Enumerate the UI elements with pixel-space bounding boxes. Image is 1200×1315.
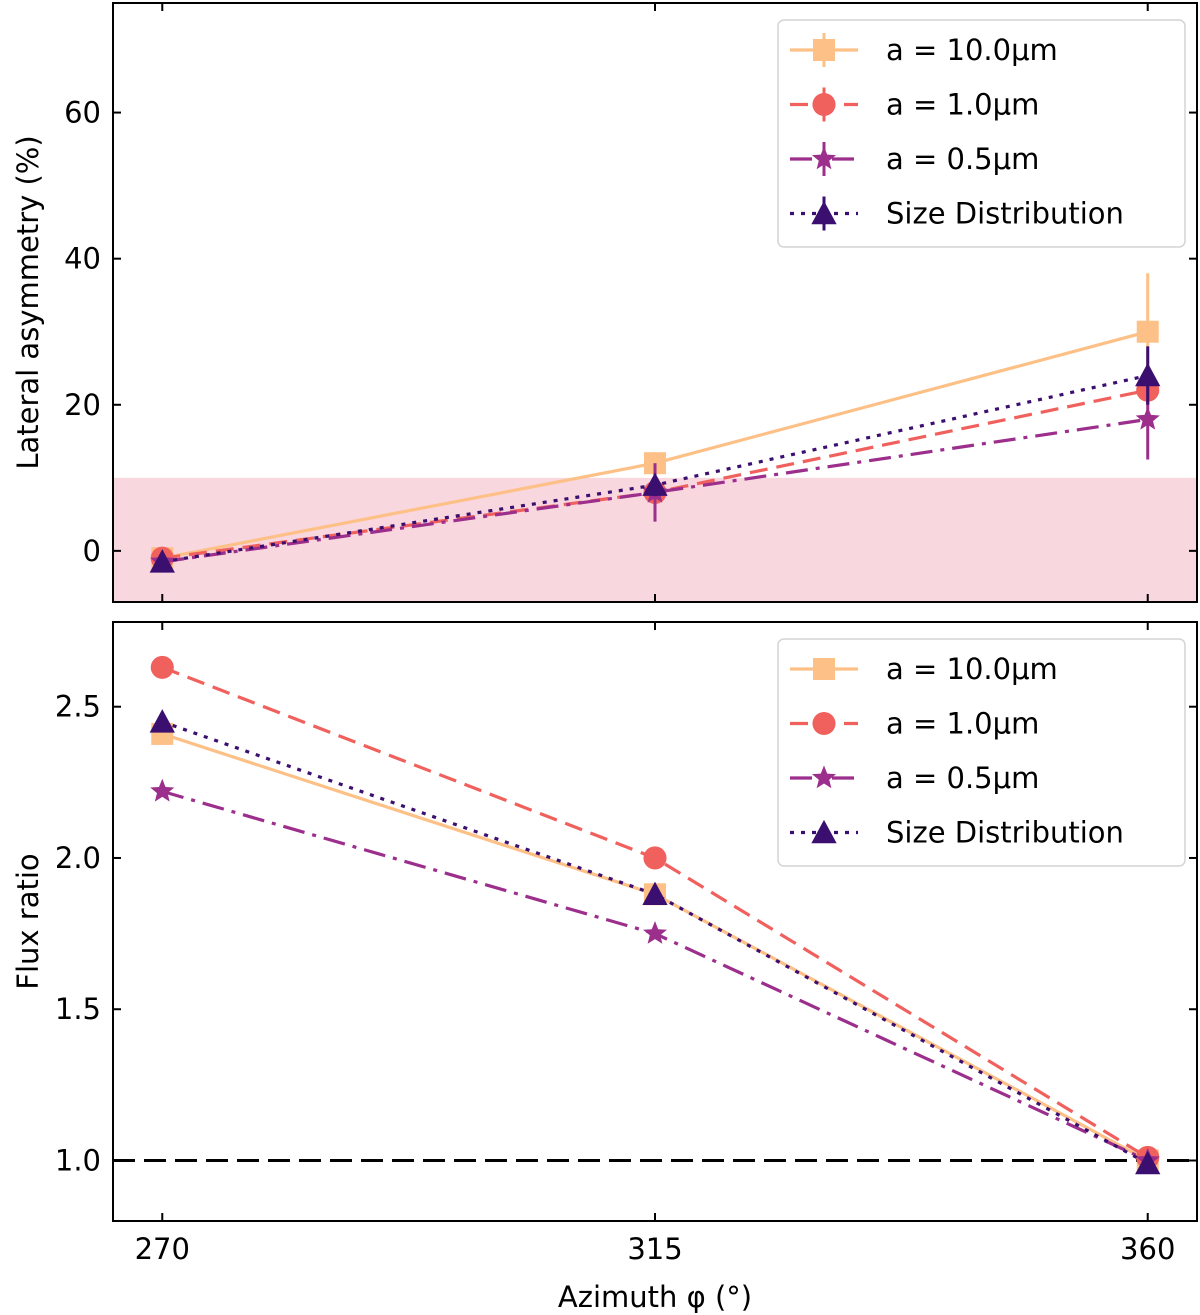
y-tick-label: 1.5 bbox=[55, 992, 101, 1026]
data-point-a10 bbox=[1136, 320, 1159, 343]
y-tick-label: 0 bbox=[83, 534, 101, 568]
plot-area bbox=[149, 273, 1161, 573]
data-point-a1 bbox=[643, 846, 667, 870]
legend-label-a05: a = 0.5μm bbox=[886, 761, 1039, 795]
data-point-sizedist bbox=[1135, 362, 1161, 387]
x-tick-label: 315 bbox=[627, 1232, 682, 1266]
series-line-a05 bbox=[162, 417, 1148, 564]
data-point-sizedist bbox=[642, 881, 668, 906]
legend-entry-sizedist: Size Distribution bbox=[790, 196, 1124, 231]
data-point-a05 bbox=[643, 921, 667, 944]
y-tick-label: 40 bbox=[64, 242, 101, 276]
legend-marker-sizedist bbox=[811, 819, 837, 844]
data-point-sizedist bbox=[1135, 1150, 1161, 1175]
data-point-a1 bbox=[150, 655, 174, 679]
legend-label-sizedist: Size Distribution bbox=[886, 816, 1124, 850]
legend-label-a1: a = 1.0μm bbox=[886, 707, 1039, 741]
legend: a = 10.0μm a = 1.0μm a = 0.5μm Size Distrib… bbox=[777, 19, 1186, 248]
legend-marker-a05 bbox=[812, 146, 836, 170]
legend-label-a10: a = 10.0μm bbox=[886, 33, 1058, 67]
legend-label-a1: a = 1.0μm bbox=[886, 88, 1039, 122]
legend-entry-a10: a = 10.0μm bbox=[790, 33, 1058, 67]
x-tick-label: 270 bbox=[135, 1232, 190, 1266]
legend-entry-a05: a = 0.5μm bbox=[790, 761, 1039, 795]
y-tick-label: 60 bbox=[64, 96, 101, 130]
legend-marker-a10 bbox=[813, 39, 835, 61]
data-point-sizedist bbox=[149, 709, 175, 733]
legend-entry-sizedist: Size Distribution bbox=[790, 816, 1124, 850]
x-axis-label: Azimuth φ (°) bbox=[558, 1280, 752, 1314]
legend-label-sizedist: Size Distribution bbox=[886, 197, 1124, 231]
y-axis-label: Lateral asymmetry (%) bbox=[11, 135, 45, 469]
y-tick-label: 2.0 bbox=[55, 841, 101, 875]
plot-area bbox=[149, 655, 1161, 1175]
data-point-a05 bbox=[150, 778, 175, 802]
legend-label-a10: a = 10.0μm bbox=[886, 652, 1058, 686]
legend-marker-a1 bbox=[812, 92, 836, 117]
legend: a = 10.0μm a = 1.0μm a = 0.5μm Size Distrib… bbox=[777, 638, 1186, 867]
panel-bottom: 1.0 1.5 2.0 2.5 270 315 360 Flux ratio Azimuth φ… bbox=[11, 621, 1198, 1314]
legend-box bbox=[777, 19, 1186, 248]
legend-marker-a05 bbox=[812, 765, 836, 789]
legend-marker-sizedist bbox=[811, 200, 837, 225]
y-tick-label: 20 bbox=[64, 388, 101, 422]
y-tick-label: 2.5 bbox=[55, 690, 101, 724]
data-point-a05 bbox=[1135, 406, 1160, 430]
y-tick-label: 1.0 bbox=[55, 1143, 101, 1177]
legend-entry-a05: a = 0.5μm bbox=[790, 142, 1039, 176]
data-point-sizedist bbox=[149, 549, 175, 573]
legend-entry-a1: a = 1.0μm bbox=[790, 707, 1039, 741]
y-axis-label: Flux ratio bbox=[11, 853, 45, 989]
legend-label-a05: a = 0.5μm bbox=[886, 142, 1039, 176]
legend-entry-a1: a = 1.0μm bbox=[790, 87, 1039, 122]
legend-marker-a10 bbox=[813, 658, 835, 680]
legend-entry-a10: a = 10.0μm bbox=[790, 652, 1058, 686]
legend-box bbox=[777, 638, 1186, 867]
data-point-sizedist bbox=[642, 472, 668, 496]
legend-marker-a1 bbox=[812, 711, 836, 736]
x-tick-label: 360 bbox=[1120, 1232, 1175, 1266]
